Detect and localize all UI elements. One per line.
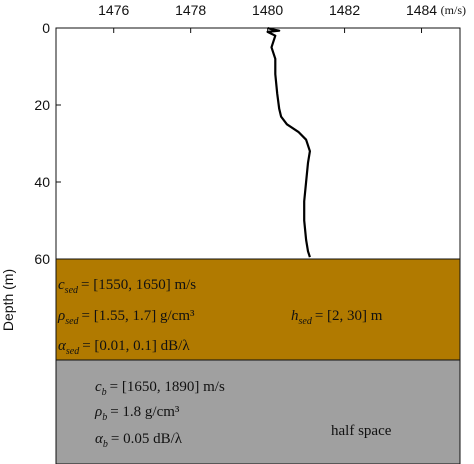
sediment-rho-label: ρsed = [1.55, 1.7] g/cm³ — [57, 308, 195, 327]
series-layer — [266, 26, 311, 258]
x-tick-label: 1476 — [98, 2, 129, 18]
sound-speed-line — [266, 26, 311, 258]
sediment-rho-value: = [1.55, 1.7] g/cm³ — [82, 308, 195, 324]
sediment-c-label: csed = [1550, 1650] m/s — [58, 277, 196, 296]
y-tick-label: 60 — [34, 251, 50, 267]
sediment-alpha-label: αsed = [0.01, 0.1] dB/λ — [58, 338, 190, 357]
sediment-region — [55, 258, 461, 361]
sediment-alpha-sub: sed — [66, 346, 80, 357]
sediment-c-value: = [1550, 1650] m/s — [81, 277, 196, 293]
sediment-rho-sub: sed — [65, 316, 79, 327]
sediment-c-sub: sed — [65, 285, 79, 296]
x-unit-label: (m/s) — [441, 3, 466, 17]
basement-c-sub: b — [102, 387, 107, 398]
y-axis-ticks: 0 20 40 60 — [34, 20, 61, 267]
half-space-label: half space — [331, 423, 392, 439]
y-tick-label: 40 — [34, 174, 50, 190]
x-tick-label: 1478 — [175, 2, 206, 18]
y-tick-label: 20 — [34, 97, 50, 113]
plot-frame — [55, 27, 461, 260]
basement-rho-sub: b — [102, 412, 107, 423]
x-tick-label: 1484 — [406, 2, 437, 18]
basement-alpha-label: αb = 0.05 dB/λ — [95, 431, 183, 450]
basement-rho-value: = 1.8 g/cm³ — [110, 404, 180, 420]
basement-c-value: = [1650, 1890] m/s — [110, 379, 225, 395]
basement-c-label: cb = [1650, 1890] m/s — [95, 379, 225, 398]
sediment-h-sub: sed — [299, 316, 313, 327]
sediment-h-label: hsed = [2, 30] m — [291, 308, 383, 327]
basement-alpha-value: = 0.05 dB/λ — [111, 431, 183, 447]
x-tick-label: 1480 — [252, 2, 283, 18]
sediment-h-value: = [2, 30] m — [315, 308, 383, 324]
y-axis-title: Depth (m) — [0, 269, 16, 331]
basement-rho-label: ρb = 1.8 g/cm³ — [94, 404, 180, 423]
x-tick-label: 1482 — [329, 2, 360, 18]
y-tick-label: 0 — [42, 20, 50, 36]
basement-alpha-sub: b — [103, 439, 108, 450]
basement-region — [55, 359, 461, 464]
x-axis-ticks: 1476 1478 1480 1482 1484 — [98, 2, 437, 33]
sediment-alpha-value: = [0.01, 0.1] dB/λ — [82, 338, 190, 354]
